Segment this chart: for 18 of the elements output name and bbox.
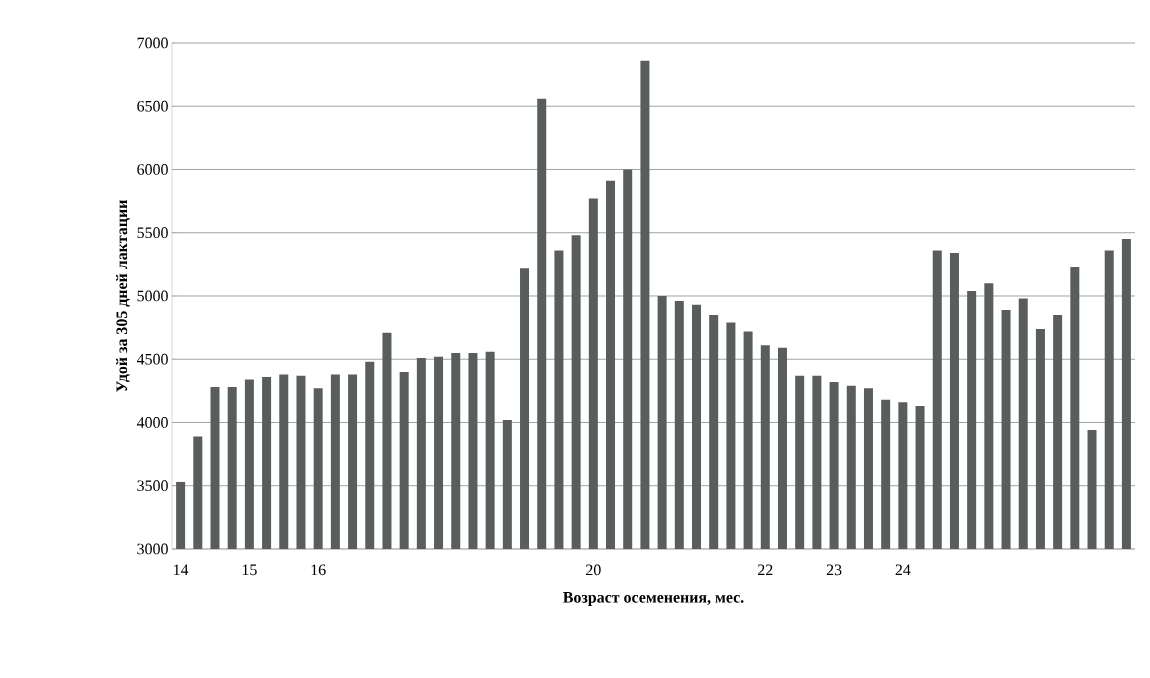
x-tick-label: 20: [586, 564, 601, 576]
y-tick-label: 4500: [136, 353, 168, 365]
y-tick-label: 3000: [137, 543, 168, 555]
x-tick-label: 24: [895, 564, 911, 576]
x-tick-label: 15: [242, 564, 257, 576]
x-axis-title: Возраст осеменения, мес.: [563, 592, 744, 606]
y-tick-label: 5500: [137, 227, 168, 239]
y-tick-label: 6000: [137, 164, 168, 175]
x-tick-label: 22: [758, 564, 773, 576]
y-tick-label: 4000: [136, 417, 168, 428]
x-tick-label: 23: [826, 564, 842, 576]
x-tick-label: 14: [174, 564, 189, 576]
y-tick-label: 7000: [137, 37, 168, 49]
y-axis-title: Удой за 305 дней лактации: [116, 200, 130, 392]
y-tick-label: 3500: [137, 480, 168, 492]
y-tick-label: 5000: [137, 290, 168, 302]
x-tick-label: 16: [311, 564, 326, 576]
y-tick-label: 6500: [137, 100, 168, 112]
